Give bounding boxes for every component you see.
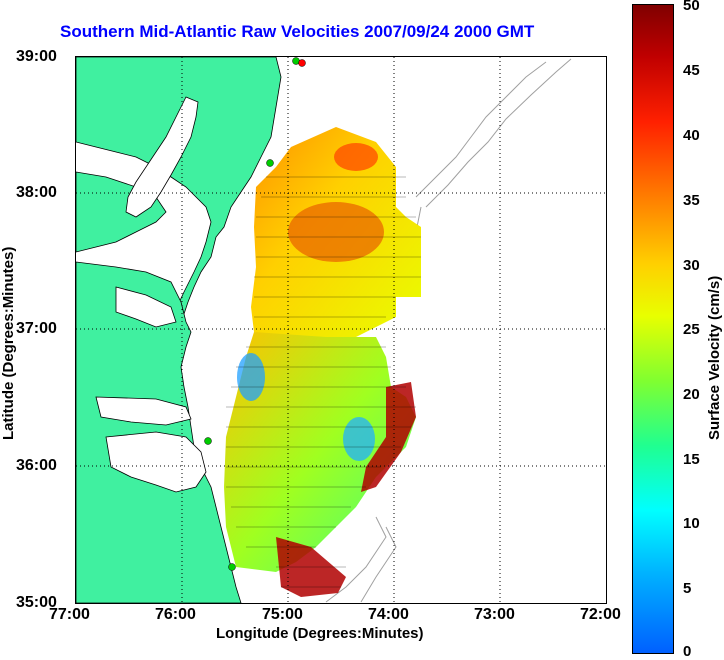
y-tick-label: 35:00: [16, 594, 57, 611]
station-marker-north: [298, 59, 306, 67]
y-tick-label: 36:00: [16, 457, 57, 474]
colorbar-tick: 15: [683, 451, 700, 468]
y-tick-label: 37:00: [16, 320, 57, 337]
colorbar-tick: 35: [683, 192, 700, 209]
colorbar: [632, 4, 674, 654]
bathymetry-contours: [325, 58, 572, 603]
x-axis-title: Longitude (Degrees:Minutes): [216, 625, 424, 642]
colorbar-tick: 0: [683, 643, 692, 660]
x-tick-label: 75:00: [262, 606, 303, 623]
y-axis-title: Latitude (Degrees:Minutes): [0, 246, 17, 440]
colorbar-title: Surface Velocity (cm/s): [706, 275, 723, 440]
velocity-low-south: [237, 353, 265, 401]
velocity-core-north-2: [334, 143, 378, 171]
pamlico-sound: [105, 431, 207, 493]
velocity-low-south-2: [343, 417, 375, 461]
velocity-vectors: [226, 176, 421, 588]
station-marker: [204, 437, 212, 445]
colorbar-tick: 25: [683, 321, 700, 338]
velocity-core-north: [288, 202, 384, 262]
lower-chesapeake: [115, 286, 177, 328]
colorbar-tick: 30: [683, 257, 700, 274]
land: [75, 56, 282, 604]
albemarle-sound: [95, 396, 192, 426]
x-tick-label: 72:00: [580, 606, 621, 623]
colorbar-tick: 50: [683, 0, 700, 14]
graticule: [76, 57, 606, 603]
map-svg: [75, 56, 606, 604]
chesapeake-bay: [125, 96, 199, 218]
radar-stations: [204, 57, 306, 571]
colorbar-tick: 45: [683, 62, 700, 79]
y-tick-label: 38:00: [16, 184, 57, 201]
y-tick-label: 39:00: [16, 48, 57, 65]
x-tick-label: 76:00: [155, 606, 196, 623]
colorbar-tick: 20: [683, 386, 700, 403]
map-plot-area: [75, 56, 607, 604]
station-marker: [266, 159, 274, 167]
colorbar-tick: 5: [683, 580, 692, 597]
x-tick-label: 73:00: [474, 606, 515, 623]
colorbar-tick: 40: [683, 127, 700, 144]
x-tick-label: 74:00: [368, 606, 409, 623]
station-marker: [228, 563, 236, 571]
velocity-high-edge: [361, 382, 416, 492]
map-title: Southern Mid-Atlantic Raw Velocities 200…: [60, 22, 535, 41]
x-tick-label: 77:00: [49, 606, 90, 623]
velocity-field-south: [224, 332, 416, 572]
velocity-field: [224, 127, 421, 597]
colorbar-tick: 10: [683, 515, 700, 532]
